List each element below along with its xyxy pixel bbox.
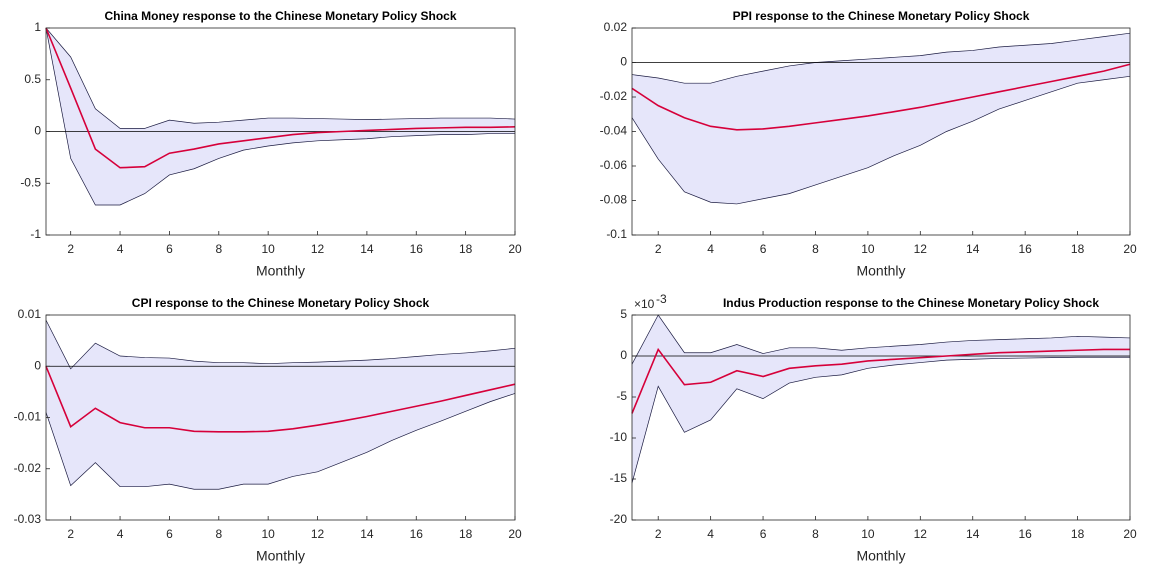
x-tick-label: 12 [914,527,928,541]
x-tick-label: 4 [117,242,124,256]
x-tick-label: 4 [707,527,714,541]
x-tick-label: 20 [508,527,522,541]
y-tick-label: 5 [620,307,627,321]
x-tick-label: 2 [655,242,662,256]
x-tick-label: 20 [1123,242,1137,256]
x-tick-label: 6 [760,527,767,541]
x-tick-label: 12 [914,242,928,256]
x-tick-label: 18 [459,242,473,256]
confidence-band [632,33,1130,204]
y-tick-label: -0.08 [600,193,628,207]
x-tick-label: 10 [861,242,875,256]
confidence-band [46,320,515,490]
x-tick-label: 12 [311,527,325,541]
response-line [631,347,1130,414]
y-tick-label: -0.01 [14,410,42,424]
response-line [45,27,516,169]
band-edge [45,319,516,370]
x-tick-label: 20 [508,242,522,256]
x-tick-label: 16 [410,242,424,256]
subplot: 2 4 6 8 10 12 14 16 18 20 -0.03 -0.02 -0.01 0 0.01 CPI … [14,296,522,564]
subplot: 2 4 6 8 10 12 14 16 18 20 -20 -15 -10 -5 0 5 Indus Produ… [610,292,1137,564]
x-tick-label: 20 [1123,527,1137,541]
x-axis-label: Monthly [256,263,305,279]
y-tick-label: 0 [620,348,627,362]
y-tick-label: -0.04 [600,124,628,138]
x-tick-label: 14 [966,527,980,541]
x-tick-label: 14 [360,242,374,256]
x-tick-label: 18 [1071,242,1085,256]
x-tick-label: 18 [459,527,473,541]
band-edge [631,314,1131,365]
x-tick-label: 8 [215,527,222,541]
band-edge [45,393,516,490]
y-tick-label: -20 [610,512,628,526]
x-axis-label: Monthly [256,548,305,564]
y-tick-label: -5 [616,389,627,403]
x-tick-label: 14 [360,527,374,541]
confidence-band [46,28,515,205]
x-axis-label: Monthly [856,263,905,279]
x-tick-label: 8 [215,242,222,256]
scale-exponent: -3 [656,292,667,306]
x-tick-label: 12 [311,242,325,256]
band-edge [45,27,515,206]
x-tick-label: 10 [261,242,275,256]
x-tick-label: 16 [1018,242,1032,256]
y-tick-label: 0.5 [24,72,41,86]
x-tick-label: 8 [812,527,819,541]
x-tick-label: 8 [812,242,819,256]
band-edge [631,75,1131,205]
x-tick-label: 14 [966,242,980,256]
y-tick-label: 1 [34,20,41,34]
y-tick-label: 0 [620,55,627,69]
x-tick-label: 4 [117,527,124,541]
y-tick-label: -0.5 [20,175,41,189]
x-tick-label: 18 [1071,527,1085,541]
y-tick-label: -0.02 [14,461,42,475]
band-edge [631,356,1130,484]
y-tick-label: -0.03 [14,512,42,526]
band-edge [631,32,1131,84]
x-tick-label: 6 [166,242,173,256]
confidence-band [632,315,1130,484]
x-tick-label: 4 [707,242,714,256]
y-tick-label: -0.1 [606,227,627,241]
x-tick-label: 16 [1018,527,1032,541]
subplot: 2 4 6 8 10 12 14 16 18 20 -1 -0.5 0 0.5 1 China Money r… [20,9,522,279]
response-line [45,365,516,433]
subplot: 2 4 6 8 10 12 14 16 18 20 -0.1 -0.08 -0.06 -0.04 -0.02… [600,9,1137,279]
scale-base: ×10 [634,297,655,311]
chart-title: CPI response to the Chinese Monetary Pol… [132,296,430,310]
chart-title: Indus Production response to the Chinese… [723,296,1099,310]
x-tick-label: 2 [67,242,74,256]
x-axis-label: Monthly [856,548,905,564]
y-tick-label: -1 [30,227,41,241]
y-tick-label: 0 [34,358,41,372]
chart-title: China Money response to the Chinese Mone… [104,9,456,23]
y-tick-label: -10 [610,430,628,444]
response-line [631,63,1131,131]
x-tick-label: 10 [261,527,275,541]
x-tick-label: 2 [67,527,74,541]
x-tick-label: 6 [760,242,767,256]
y-tick-label: -0.06 [600,158,628,172]
x-tick-label: 16 [410,527,424,541]
y-tick-label: -0.02 [600,89,628,103]
band-edge [45,27,516,129]
y-tick-label: 0 [34,124,41,138]
y-tick-label: 0.01 [18,307,42,321]
x-tick-label: 6 [166,527,173,541]
x-tick-label: 10 [861,527,875,541]
y-tick-label: 0.02 [604,20,628,34]
axes-box [631,314,1131,521]
y-tick-label: -15 [610,471,628,485]
x-tick-label: 2 [655,527,662,541]
chart-title: PPI response to the Chinese Monetary Pol… [733,9,1030,23]
